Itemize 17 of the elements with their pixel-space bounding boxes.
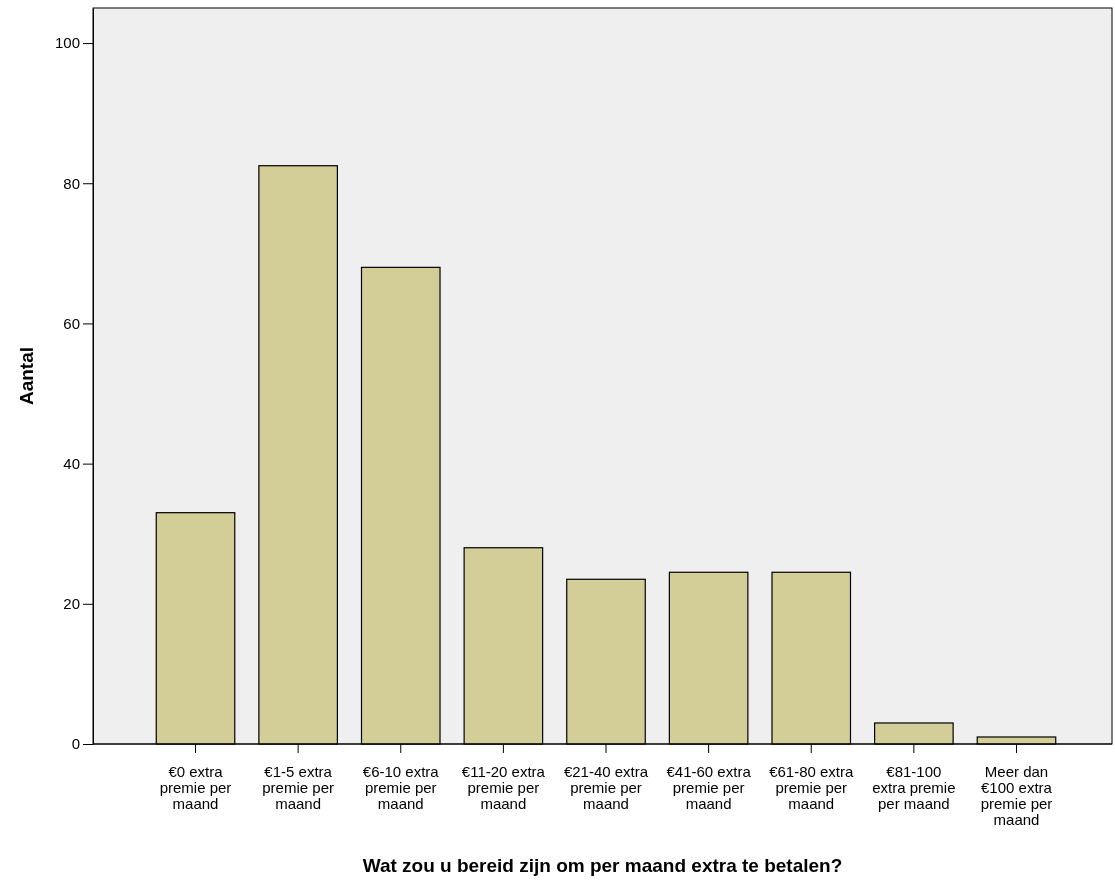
x-axis-title: Wat zou u bereid zijn om per maand extra te betalen? (362, 855, 843, 876)
y-tick-label: 40 (63, 454, 80, 472)
y-tick-label: 20 (63, 595, 80, 613)
x-tick-label: €0 extra premie per maand (159, 763, 232, 812)
x-tick-label: €21-40 extra premie per maand (563, 763, 649, 812)
x-tick-label: €41-60 extra premie per maand (666, 763, 752, 812)
x-tick-label: €6-10 extra premie per maand (362, 763, 440, 812)
y-tick-label: 100 (54, 34, 80, 52)
x-tick-label: €1-5 extra premie per maand (262, 763, 334, 812)
y-tick-label: 0 (71, 735, 80, 753)
x-tick-label: €61-80 extra premie per maand (769, 763, 854, 812)
y-axis-title: Aantal (16, 346, 37, 406)
y-tick-label: 80 (63, 174, 80, 192)
x-tick-label: €81-100 extra premie per maand (872, 763, 956, 812)
y-tick-label: 60 (63, 314, 80, 332)
x-tick-label: Meer dan €100 extra premie per maand (980, 763, 1053, 828)
x-tick-label: €11-20 extra premie per maand (461, 763, 546, 812)
